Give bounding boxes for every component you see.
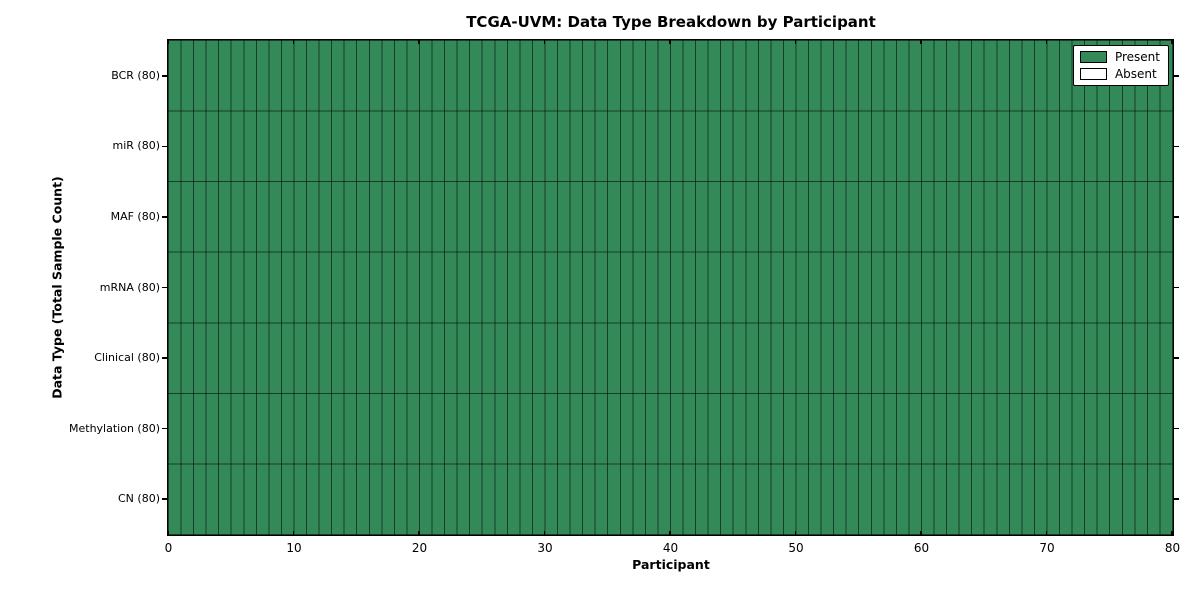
legend: Present Absent <box>1072 45 1169 86</box>
x-tick-label: 0 <box>164 541 173 555</box>
legend-label-present: Present <box>1114 50 1160 64</box>
y-tick-label: Clinical (80) <box>94 351 160 365</box>
y-tick-mark <box>1174 427 1179 430</box>
x-tick-label: 40 <box>662 541 679 555</box>
x-tick-mark <box>1045 531 1048 535</box>
x-tick-label: 30 <box>537 541 553 555</box>
plot-area: Present Absent <box>167 39 1174 536</box>
legend-item-present: Present <box>1079 50 1160 64</box>
x-tick-label: 20 <box>411 541 428 555</box>
x-tick-mark <box>543 531 546 535</box>
y-tick-label: BCR (80) <box>111 68 160 82</box>
y-tick-mark <box>162 145 167 148</box>
x-tick-mark <box>292 531 295 535</box>
x-tick-mark <box>920 531 922 535</box>
y-tick-label: Methylation (80) <box>69 421 160 435</box>
x-tick-label: 60 <box>913 541 930 555</box>
legend-label-absent: Absent <box>1114 67 1157 81</box>
x-tick-mark <box>794 40 797 44</box>
x-axis-label: Participant <box>632 557 710 572</box>
x-tick-mark <box>920 40 922 44</box>
x-tick-mark <box>669 40 671 44</box>
x-tick-label: 10 <box>286 541 302 555</box>
y-tick-mark <box>162 498 167 500</box>
legend-item-absent: Absent <box>1079 67 1160 81</box>
y-tick-label: CN (80) <box>118 492 160 506</box>
y-tick-mark <box>162 216 167 218</box>
y-tick-mark <box>1174 498 1179 500</box>
x-tick-mark <box>1171 531 1173 535</box>
y-tick-label: miR (80) <box>112 139 161 153</box>
x-tick-label: 80 <box>1164 541 1181 555</box>
y-tick-mark <box>1174 74 1179 77</box>
x-tick-mark <box>292 40 295 44</box>
y-tick-mark <box>162 357 167 359</box>
x-tick-label: 70 <box>1039 541 1055 555</box>
x-tick-mark <box>418 531 420 535</box>
x-tick-mark <box>794 531 797 535</box>
y-tick-mark <box>162 74 167 77</box>
y-tick-mark <box>162 286 167 289</box>
chart-title: TCGA-UVM: Data Type Breakdown by Partici… <box>466 13 876 31</box>
x-tick-mark <box>543 40 546 44</box>
y-tick-mark <box>1174 357 1179 359</box>
legend-swatch-absent-icon <box>1079 68 1107 80</box>
legend-swatch-present-icon <box>1079 51 1107 63</box>
x-tick-mark <box>167 40 169 44</box>
x-tick-label: 50 <box>788 541 804 555</box>
y-tick-mark <box>162 427 167 430</box>
y-tick-label: MAF (80) <box>110 209 160 223</box>
x-tick-mark <box>1171 40 1173 44</box>
x-tick-mark <box>1045 40 1048 44</box>
y-tick-mark <box>1174 216 1179 218</box>
x-tick-mark <box>418 40 420 44</box>
y-tick-label: mRNA (80) <box>99 280 160 294</box>
x-tick-mark <box>669 531 671 535</box>
x-tick-mark <box>167 531 169 535</box>
y-tick-mark <box>1174 286 1179 289</box>
y-tick-mark <box>1174 145 1179 148</box>
